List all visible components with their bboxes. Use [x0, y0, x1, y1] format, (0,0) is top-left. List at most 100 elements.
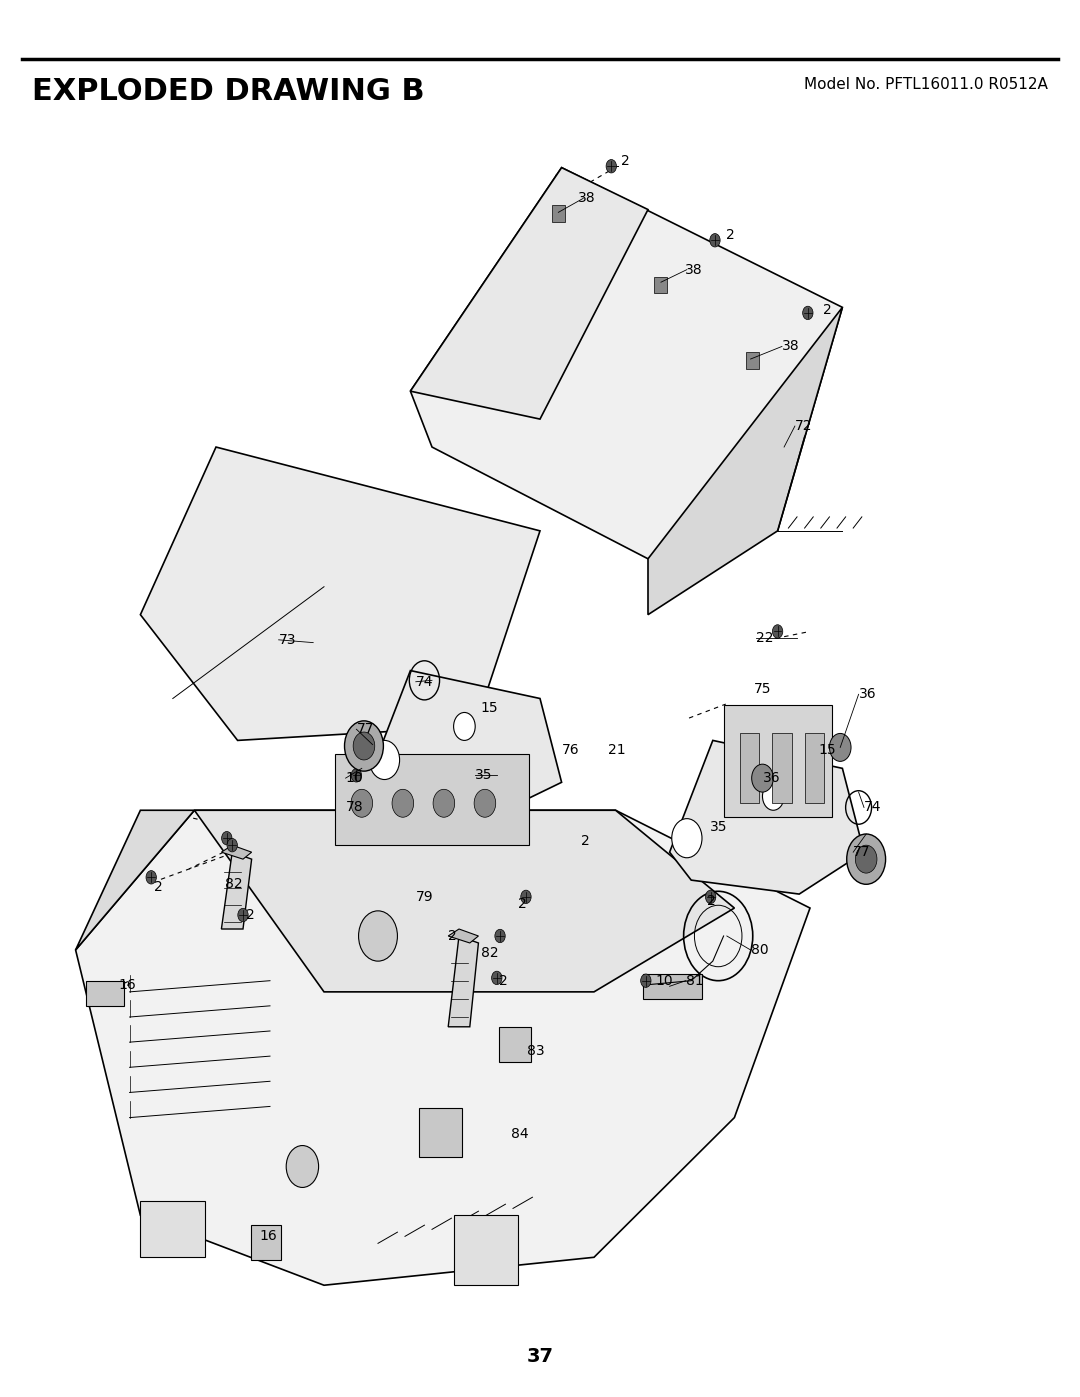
- Text: 22: 22: [756, 631, 773, 645]
- Circle shape: [146, 870, 157, 884]
- Bar: [454, 1215, 518, 1285]
- Circle shape: [392, 789, 414, 817]
- Circle shape: [286, 1146, 319, 1187]
- Text: 2: 2: [154, 880, 163, 894]
- Text: 15: 15: [481, 701, 498, 715]
- Circle shape: [847, 834, 886, 884]
- Circle shape: [855, 845, 877, 873]
- Bar: [86, 981, 124, 1006]
- Text: 35: 35: [475, 768, 492, 782]
- Polygon shape: [194, 810, 734, 992]
- Circle shape: [640, 974, 651, 988]
- Bar: [499, 1027, 531, 1062]
- Text: 21: 21: [608, 743, 625, 757]
- Circle shape: [353, 732, 375, 760]
- Bar: [643, 974, 702, 999]
- Circle shape: [227, 838, 238, 852]
- Polygon shape: [76, 810, 194, 950]
- Text: 2: 2: [707, 894, 716, 908]
- Text: 2: 2: [499, 974, 508, 988]
- Text: 83: 83: [527, 1044, 544, 1058]
- Text: 81: 81: [686, 974, 703, 988]
- Circle shape: [359, 911, 397, 961]
- Text: 2: 2: [246, 908, 255, 922]
- Text: 80: 80: [751, 943, 768, 957]
- Text: 73: 73: [279, 633, 296, 647]
- Circle shape: [433, 789, 455, 817]
- Circle shape: [491, 971, 502, 985]
- Circle shape: [772, 624, 783, 638]
- Circle shape: [351, 789, 373, 817]
- Bar: [140, 1201, 205, 1257]
- Circle shape: [606, 159, 617, 173]
- Text: 2: 2: [581, 834, 590, 848]
- Text: 79: 79: [416, 890, 433, 904]
- Circle shape: [672, 819, 702, 858]
- Polygon shape: [140, 447, 540, 740]
- Circle shape: [802, 306, 813, 320]
- Bar: [654, 277, 667, 293]
- Polygon shape: [670, 740, 864, 894]
- Text: 82: 82: [481, 946, 498, 960]
- Polygon shape: [410, 168, 842, 559]
- Text: 2: 2: [448, 929, 457, 943]
- Text: EXPLODED DRAWING B: EXPLODED DRAWING B: [32, 77, 426, 106]
- Text: 15: 15: [819, 743, 836, 757]
- Circle shape: [454, 712, 475, 740]
- Circle shape: [369, 740, 400, 780]
- Bar: [251, 1225, 281, 1260]
- Bar: [805, 733, 824, 803]
- Text: Model No. PFTL16011.0 R0512A: Model No. PFTL16011.0 R0512A: [804, 77, 1048, 92]
- Text: 36: 36: [762, 771, 780, 785]
- Polygon shape: [221, 845, 252, 859]
- Circle shape: [705, 890, 716, 904]
- Circle shape: [752, 764, 773, 792]
- Bar: [740, 733, 759, 803]
- Text: 2: 2: [621, 154, 630, 168]
- Text: 74: 74: [416, 675, 433, 689]
- Circle shape: [474, 789, 496, 817]
- Polygon shape: [648, 307, 842, 615]
- Bar: [552, 205, 565, 222]
- Polygon shape: [367, 671, 562, 824]
- Bar: [772, 733, 792, 803]
- Circle shape: [521, 890, 531, 904]
- Bar: [724, 705, 832, 817]
- Text: 37: 37: [527, 1347, 554, 1366]
- Text: 76: 76: [562, 743, 579, 757]
- Text: 16: 16: [259, 1229, 276, 1243]
- Circle shape: [762, 782, 784, 810]
- Circle shape: [710, 233, 720, 247]
- Text: 2: 2: [726, 228, 734, 242]
- Text: 10: 10: [346, 771, 363, 785]
- Polygon shape: [76, 810, 810, 1285]
- Text: 10: 10: [656, 974, 673, 988]
- Text: 36: 36: [859, 687, 876, 701]
- Text: 2: 2: [823, 303, 832, 317]
- Text: 77: 77: [853, 845, 870, 859]
- Text: 16: 16: [119, 978, 136, 992]
- Text: 74: 74: [864, 800, 881, 814]
- Circle shape: [345, 721, 383, 771]
- Text: 35: 35: [710, 820, 727, 834]
- Text: 38: 38: [685, 263, 702, 277]
- Text: 75: 75: [754, 682, 771, 696]
- Polygon shape: [448, 929, 478, 943]
- Bar: [746, 352, 759, 369]
- Circle shape: [495, 929, 505, 943]
- Polygon shape: [221, 852, 252, 929]
- Text: 2: 2: [518, 897, 527, 911]
- Text: 72: 72: [795, 419, 812, 433]
- Text: 77: 77: [356, 722, 374, 736]
- Text: 82: 82: [225, 877, 242, 891]
- Polygon shape: [410, 168, 648, 419]
- Bar: [335, 754, 529, 845]
- Circle shape: [238, 908, 248, 922]
- Text: 78: 78: [346, 800, 363, 814]
- Text: 38: 38: [578, 191, 595, 205]
- Text: 84: 84: [511, 1127, 528, 1141]
- Circle shape: [221, 831, 232, 845]
- Circle shape: [351, 768, 362, 782]
- Bar: [419, 1108, 462, 1157]
- Text: 38: 38: [782, 339, 799, 353]
